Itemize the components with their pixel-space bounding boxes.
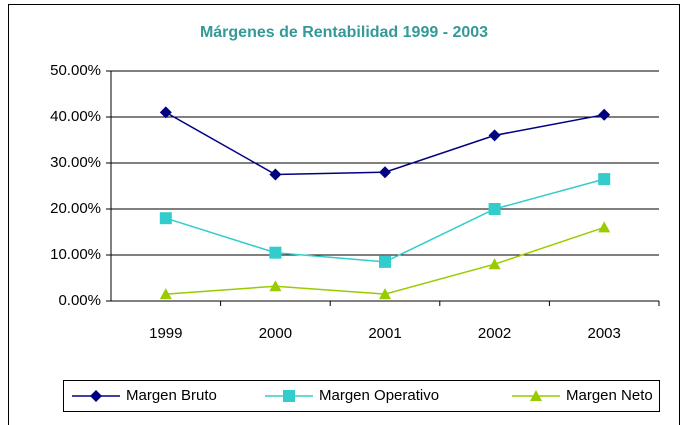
legend (63, 380, 660, 412)
marker (598, 221, 611, 233)
x-tick-label: 2003 (588, 325, 621, 342)
marker (283, 390, 295, 402)
legend-label: Margen Operativo (319, 387, 439, 404)
chart-border (8, 4, 680, 425)
marker (530, 390, 542, 401)
marker (379, 288, 391, 300)
x-tick-label: 1999 (149, 325, 182, 342)
y-tick-label: 0.00% (58, 292, 101, 309)
legend-label: Margen Bruto (126, 387, 217, 404)
marker (598, 173, 611, 186)
marker (269, 168, 282, 181)
marker (269, 280, 282, 292)
x-tick-label: 2002 (478, 325, 511, 342)
chart-title: Márgenes de Rentabilidad 1999 - 2003 (200, 24, 488, 41)
y-tick-label: 30.00% (50, 154, 101, 171)
marker (159, 288, 172, 300)
y-tick-label: 20.00% (50, 200, 101, 217)
marker (598, 108, 611, 121)
marker (488, 129, 501, 142)
y-tick-label: 10.00% (50, 246, 101, 263)
marker (159, 212, 172, 225)
marker (159, 106, 172, 119)
marker (379, 255, 391, 268)
y-tick-label: 40.00% (50, 108, 101, 125)
marker (379, 166, 391, 179)
x-tick-label: 2001 (368, 325, 401, 342)
legend-label: Margen Neto (566, 387, 653, 404)
marker (488, 203, 501, 215)
y-tick-label: 50.00% (50, 62, 101, 79)
x-tick-label: 2000 (259, 325, 292, 342)
marker (90, 390, 102, 402)
marker (488, 258, 501, 270)
marker (269, 246, 282, 259)
